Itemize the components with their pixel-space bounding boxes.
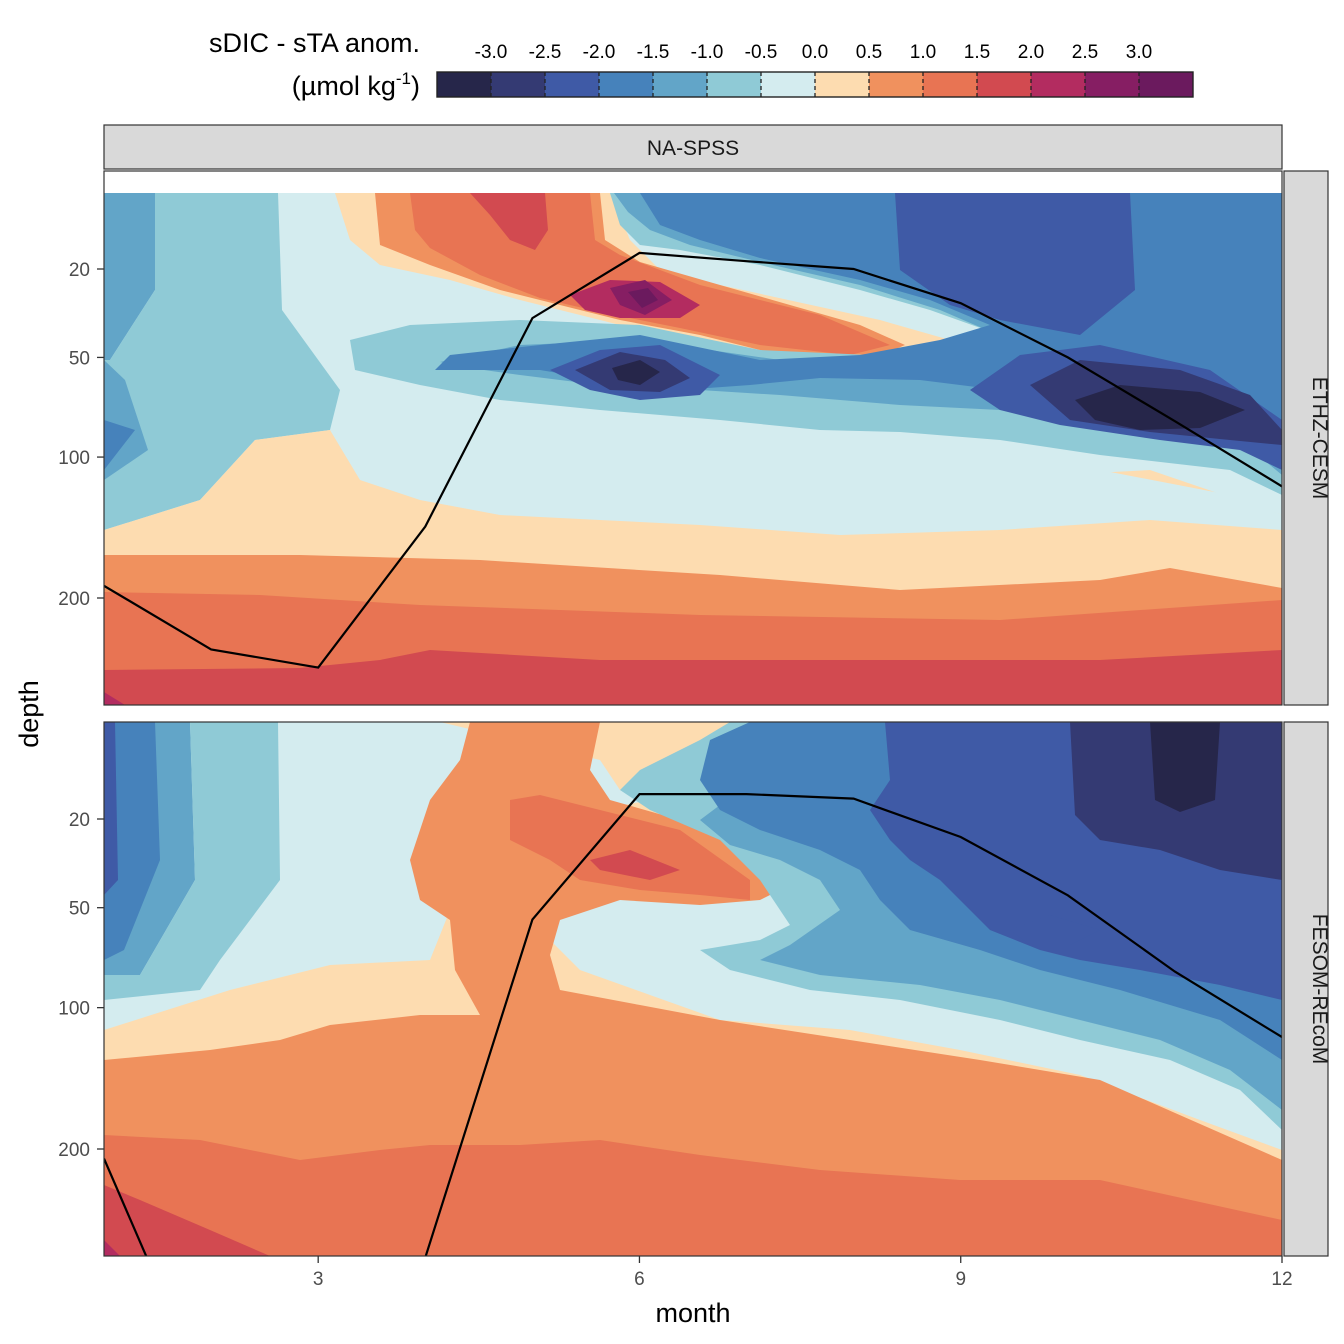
panel-fesom-recom [103, 721, 1283, 1257]
legend-swatch [491, 72, 546, 97]
panel-label-ethz: ETHZ-CESM [1308, 377, 1331, 500]
mld-line-fesom [104, 792, 1282, 1256]
legend-tick-label: -3.0 [475, 42, 508, 63]
contour-fill-ethz [104, 193, 1282, 705]
x-tick-label: 3 [313, 1269, 324, 1290]
legend-tick-label: 1.0 [910, 42, 936, 63]
legend-tick-label: -2.5 [529, 42, 562, 63]
facet-strip-ethz [1283, 170, 1329, 706]
legend-swatch [1139, 72, 1194, 97]
legend-tick-labels: -3.0 -2.5 -2.0 -1.5 -1.0 -0.5 0.0 0.5 1.0 1.5 2.0 2… [475, 42, 1153, 63]
y-tick-label: 100 [58, 999, 90, 1020]
legend-colorbar [436, 71, 1194, 98]
y-tick-label: 100 [58, 448, 90, 469]
x-tick-label: 9 [955, 1269, 966, 1290]
x-axis-label: month [655, 1298, 730, 1328]
y-tick-label: 50 [69, 348, 90, 369]
legend-swatch [707, 72, 762, 97]
facet-strip-top [103, 124, 1283, 170]
legend-swatch [761, 72, 816, 97]
facet-title: NA-SPSS [647, 137, 739, 160]
legend-frame [436, 71, 1194, 98]
y-axis-label: depth [14, 680, 44, 748]
legend-tick-label: 0.5 [856, 42, 882, 63]
legend-tick-label: -1.0 [691, 42, 724, 63]
legend-title-line2: (µmol kg-1) [292, 69, 420, 101]
legend-swatch [923, 72, 978, 97]
y-tick-label: 50 [69, 899, 90, 920]
legend-tick-label: -2.0 [583, 42, 616, 63]
legend-swatch [1031, 72, 1086, 97]
y-tick-label: 200 [58, 1140, 90, 1161]
panel-label-fesom: FESOM-REcoM [1308, 914, 1331, 1065]
y-tick-label: 20 [69, 260, 90, 281]
legend-swatch [545, 72, 600, 97]
legend-tick-label: -0.5 [745, 42, 778, 63]
legend-title-line1: sDIC - sTA anom. [209, 28, 420, 58]
y-axis-ethz: 20 50 100 200 [58, 260, 104, 610]
legend-tick-label: 3.0 [1126, 42, 1152, 63]
y-tick-label: 20 [69, 810, 90, 831]
legend-tick-label: -1.5 [637, 42, 670, 63]
x-axis: 3 6 9 12 [313, 1256, 1293, 1290]
legend-swatch [437, 72, 492, 97]
contour-fill-fesom [104, 722, 1282, 1256]
legend-swatch [599, 72, 654, 97]
legend-tick-label: 2.0 [1018, 42, 1044, 63]
legend-tick-label: 1.5 [964, 42, 990, 63]
y-tick-label: 200 [58, 589, 90, 610]
legend-swatch [869, 72, 924, 97]
y-axis-fesom: 20 50 100 200 [58, 810, 104, 1161]
legend-swatch [977, 72, 1032, 97]
panel-ethz-cesm [103, 170, 1283, 706]
legend-swatch [653, 72, 708, 97]
facet-strip-fesom [1283, 721, 1329, 1257]
x-tick-label: 12 [1271, 1269, 1292, 1290]
x-tick-label: 6 [634, 1269, 645, 1290]
legend-tick-label: 0.0 [802, 42, 828, 63]
legend: sDIC - sTA anom. (µmol kg-1) -3.0 -2.5 -2.… [209, 28, 1194, 101]
mld-line-ethz [104, 251, 1282, 669]
legend-tick-label: 2.5 [1072, 42, 1098, 63]
legend-swatch [1085, 72, 1140, 97]
legend-swatch [815, 72, 870, 97]
